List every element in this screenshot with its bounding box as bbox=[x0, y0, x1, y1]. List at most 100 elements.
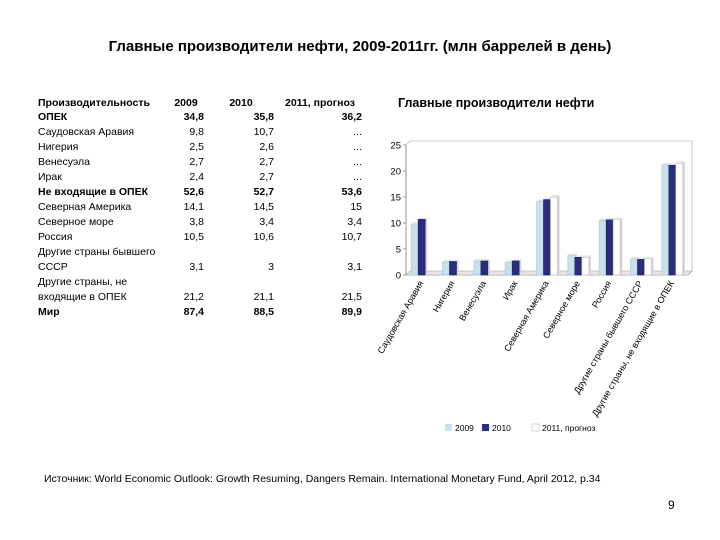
bar-top bbox=[574, 255, 584, 258]
bar bbox=[410, 223, 419, 276]
row-value: 2,4 bbox=[189, 171, 204, 183]
x-category-label: Россия bbox=[590, 279, 613, 310]
bar-top bbox=[550, 195, 560, 197]
bar bbox=[511, 260, 520, 276]
slide-title: Главные производители нефти, 2009-2011гг… bbox=[108, 38, 612, 55]
bar-top bbox=[630, 256, 640, 259]
bar bbox=[644, 258, 652, 276]
row-value: 35,8 bbox=[253, 111, 274, 123]
x-category-label: Нигерия bbox=[431, 279, 457, 314]
bar-side bbox=[620, 217, 623, 275]
bar bbox=[417, 219, 426, 276]
bar bbox=[605, 219, 614, 276]
y-tick-label: 5 bbox=[396, 245, 401, 256]
row-value: 14,1 bbox=[183, 201, 204, 213]
table-row: Другие страны, не входящие в ОПЕК 21,2 21,… bbox=[36, 275, 364, 305]
table-row: Нигерия 2,5 2,6... bbox=[36, 140, 364, 155]
bar-top bbox=[675, 161, 685, 164]
row-value: 87,4 bbox=[183, 306, 204, 318]
row-value: 9,8 bbox=[189, 126, 204, 138]
row-value: 36,2 bbox=[341, 111, 362, 123]
legend-swatch bbox=[482, 424, 489, 431]
row-value: 52,6 bbox=[183, 186, 204, 198]
row-value: 34,8 bbox=[183, 111, 204, 123]
bar bbox=[637, 259, 645, 276]
y-tick-label: 15 bbox=[390, 193, 401, 204]
bar bbox=[504, 262, 513, 276]
row-value: 14,5 bbox=[253, 201, 274, 213]
row-value: 21,2 bbox=[183, 291, 204, 303]
row-label: Северное море bbox=[38, 216, 114, 228]
table-row: Венесуэла 2,7 2,7... bbox=[36, 155, 364, 170]
row-label: Россия bbox=[38, 231, 73, 243]
bar-side bbox=[519, 258, 522, 275]
row-value: 2,7 bbox=[189, 156, 204, 168]
row-label: Саудовская Аравия bbox=[38, 126, 135, 138]
bar-top bbox=[449, 259, 459, 262]
bar-top bbox=[512, 258, 522, 261]
bar-side bbox=[425, 217, 428, 275]
bar-side bbox=[557, 195, 560, 275]
bar-top bbox=[473, 258, 483, 261]
bar bbox=[630, 258, 638, 276]
table-row: Ирак 2,4 2,7... bbox=[36, 170, 364, 185]
row-value: ... bbox=[353, 141, 362, 153]
row-label: Венесуэла bbox=[38, 156, 90, 168]
bar-top bbox=[480, 258, 490, 261]
table-header-cell: 2010 bbox=[229, 97, 253, 109]
row-value: ... bbox=[353, 126, 362, 138]
bar bbox=[480, 260, 489, 276]
row-label: ОПЕК bbox=[38, 111, 68, 123]
y-tick-label: 20 bbox=[390, 167, 401, 178]
row-value: 3,1 bbox=[189, 261, 204, 273]
row-value: 2,5 bbox=[189, 141, 204, 153]
row-value: 52,7 bbox=[253, 186, 274, 198]
bar-top bbox=[418, 217, 428, 220]
bar bbox=[536, 201, 544, 276]
legend-swatch bbox=[445, 424, 452, 431]
chart-title: Главные производители нефти bbox=[398, 96, 595, 110]
row-label: Другие страны, не входящие в ОПЕК bbox=[38, 276, 128, 303]
table-body: ОПЕК 34,8 35,8 36,2 Саудовская Аравия 9,8 10,7… bbox=[36, 110, 364, 320]
legend-label: 2009 bbox=[455, 423, 474, 433]
table-header-cell: 2009 bbox=[174, 97, 198, 109]
bar-top bbox=[644, 256, 654, 259]
row-value: 53,6 bbox=[341, 186, 362, 198]
bar-top bbox=[661, 162, 671, 165]
bar bbox=[442, 261, 450, 276]
x-category-label: Саудовская Аравия bbox=[376, 279, 426, 355]
bar-side bbox=[682, 161, 685, 275]
bar bbox=[574, 257, 583, 276]
table-row: Саудовская Аравия 9,8 10,7... bbox=[36, 125, 364, 140]
bar-side bbox=[456, 259, 459, 275]
row-value: 15 bbox=[350, 201, 362, 213]
bar bbox=[543, 199, 551, 276]
table-row: Северная Америка 14,1 14,5 15 bbox=[36, 200, 364, 215]
row-label: Ирак bbox=[38, 171, 62, 183]
row-value: ... bbox=[353, 171, 362, 183]
y-tick-label: 25 bbox=[390, 141, 401, 152]
row-value: 3,4 bbox=[347, 216, 362, 228]
table-row: Другие страны бывшего СССР 3,1 3 3,1 bbox=[36, 245, 364, 275]
table-row: Россия 10,5 10,6 10,7 bbox=[36, 230, 364, 245]
bar bbox=[449, 261, 457, 276]
row-value: 3,4 bbox=[259, 216, 274, 228]
legend-swatch bbox=[531, 423, 540, 432]
row-value: 3,1 bbox=[347, 261, 362, 273]
row-value: 2,6 bbox=[259, 141, 274, 153]
row-value: 21,5 bbox=[341, 291, 362, 303]
bar bbox=[661, 164, 670, 276]
table-header-cell: Производительность bbox=[38, 97, 150, 109]
y-tick-label: 10 bbox=[390, 219, 401, 230]
row-value: 21,1 bbox=[253, 291, 274, 303]
page-number: 9 bbox=[668, 498, 675, 512]
x-category-label: Венесуэла bbox=[457, 279, 488, 323]
row-value: 10,7 bbox=[341, 231, 362, 243]
row-value: 10,7 bbox=[253, 126, 274, 138]
bar bbox=[550, 196, 558, 276]
row-label: Северная Америка bbox=[38, 201, 132, 213]
row-value: 3 bbox=[268, 261, 274, 273]
bar bbox=[567, 254, 576, 276]
bar-side bbox=[651, 256, 654, 275]
